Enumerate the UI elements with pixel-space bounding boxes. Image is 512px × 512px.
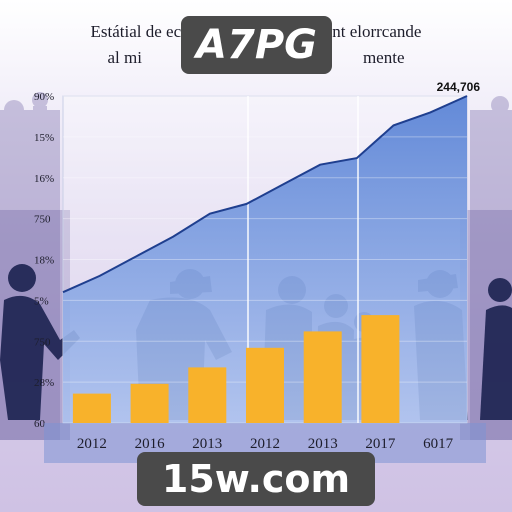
- y-tick-label: 90%: [34, 91, 54, 103]
- x-tick-label: 2013: [308, 436, 338, 452]
- x-tick-label: 2012: [77, 436, 107, 452]
- y-tick-label: 15%: [34, 132, 54, 144]
- y-tick-label: 18%: [34, 255, 54, 267]
- bar: [188, 367, 227, 423]
- x-tick-label: 6017: [423, 436, 454, 452]
- y-tick-label: 60: [34, 418, 46, 430]
- line-end-value-label: 244,706: [437, 80, 481, 94]
- x-tick-label: 2013: [192, 436, 222, 452]
- bar: [246, 347, 284, 423]
- y-tick-label: 5%: [34, 295, 49, 307]
- series-line: [62, 95, 468, 294]
- y-tick-label: 16%: [34, 173, 54, 185]
- watermark-badge-top: A7PG: [181, 16, 332, 74]
- bar: [72, 393, 111, 423]
- watermark-badge-bottom: 15w.com: [137, 452, 375, 506]
- y-tick-label: 28%: [34, 377, 54, 389]
- x-tick-label: 2016: [135, 436, 166, 452]
- x-tick-label: 2017: [365, 436, 396, 452]
- y-tick-label: 750: [34, 336, 51, 348]
- y-tick-label: 750: [34, 214, 51, 226]
- x-tick-label: 2012: [250, 436, 280, 452]
- bar: [303, 331, 342, 423]
- bar: [361, 315, 400, 423]
- bar: [130, 383, 169, 423]
